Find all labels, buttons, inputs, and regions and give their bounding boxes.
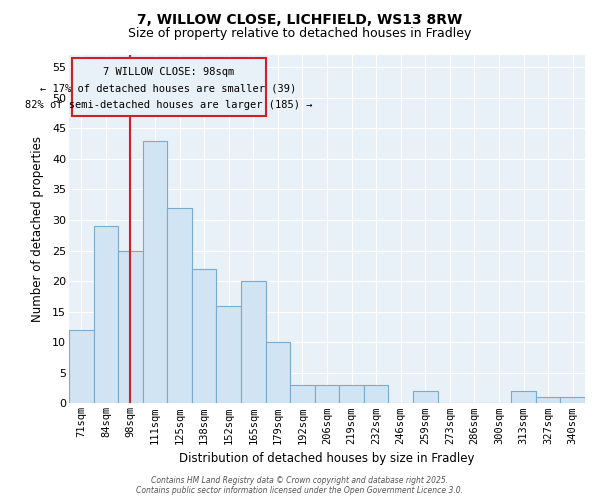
- Bar: [364, 385, 388, 404]
- Bar: [192, 269, 217, 404]
- Y-axis label: Number of detached properties: Number of detached properties: [31, 136, 44, 322]
- Bar: [536, 398, 560, 404]
- Bar: [69, 330, 94, 404]
- Bar: [167, 208, 192, 404]
- Bar: [71, 58, 266, 116]
- Text: ← 17% of detached houses are smaller (39): ← 17% of detached houses are smaller (39…: [40, 84, 296, 94]
- Text: 82% of semi-detached houses are larger (185) →: 82% of semi-detached houses are larger (…: [25, 100, 313, 110]
- Text: 7, WILLOW CLOSE, LICHFIELD, WS13 8RW: 7, WILLOW CLOSE, LICHFIELD, WS13 8RW: [137, 12, 463, 26]
- Text: Size of property relative to detached houses in Fradley: Size of property relative to detached ho…: [128, 28, 472, 40]
- Bar: [511, 391, 536, 404]
- Text: 7 WILLOW CLOSE: 98sqm: 7 WILLOW CLOSE: 98sqm: [103, 67, 234, 77]
- Bar: [241, 281, 266, 404]
- Bar: [94, 226, 118, 404]
- Bar: [340, 385, 364, 404]
- Bar: [290, 385, 315, 404]
- Bar: [413, 391, 437, 404]
- X-axis label: Distribution of detached houses by size in Fradley: Distribution of detached houses by size …: [179, 452, 475, 465]
- Bar: [217, 306, 241, 404]
- Text: Contains HM Land Registry data © Crown copyright and database right 2025.
Contai: Contains HM Land Registry data © Crown c…: [137, 476, 464, 495]
- Bar: [143, 140, 167, 404]
- Bar: [266, 342, 290, 404]
- Bar: [118, 250, 143, 404]
- Bar: [315, 385, 340, 404]
- Bar: [560, 398, 585, 404]
